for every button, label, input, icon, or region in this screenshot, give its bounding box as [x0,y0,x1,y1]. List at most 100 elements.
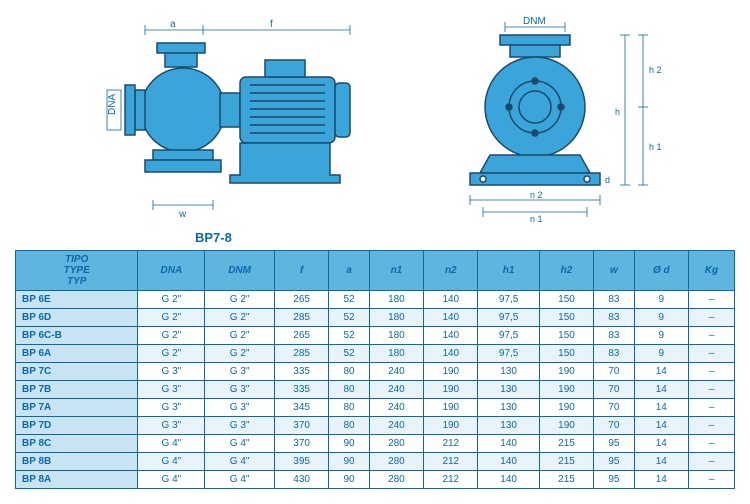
value-cell: 80 [329,381,369,399]
value-cell: G 4" [205,435,275,453]
table-row: BP 7AG 3"G 3"345802401901301907014– [16,399,735,417]
model-label: BP7-8 [195,230,735,245]
model-cell: BP 7D [16,417,138,435]
column-header: w [594,251,634,291]
value-cell: 180 [369,309,423,327]
model-cell: BP 7A [16,399,138,417]
value-cell: 190 [539,399,593,417]
value-cell: 80 [329,399,369,417]
value-cell: 130 [478,381,539,399]
value-cell: 150 [539,327,593,345]
value-cell: 190 [424,363,478,381]
value-cell: 97,5 [478,345,539,363]
value-cell: 130 [478,399,539,417]
value-cell: G 4" [138,453,205,471]
value-cell: 14 [634,399,688,417]
side-view-diagram: a f [75,15,375,225]
value-cell: – [688,345,734,363]
dimensions-table: TIPOTYPETYPDNADNMfan1n2h1h2wØ dKg BP 6EG… [15,250,735,489]
column-header: Ø d [634,251,688,291]
value-cell: 240 [369,399,423,417]
value-cell: 130 [478,363,539,381]
value-cell: G 2" [205,327,275,345]
model-cell: BP 7C [16,363,138,381]
value-cell: 190 [539,417,593,435]
value-cell: 97,5 [478,327,539,345]
model-cell: BP 6E [16,291,138,309]
value-cell: – [688,363,734,381]
value-cell: G 4" [138,435,205,453]
value-cell: 370 [274,417,328,435]
value-cell: G 3" [205,417,275,435]
value-cell: 280 [369,435,423,453]
value-cell: G 3" [138,381,205,399]
value-cell: 52 [329,309,369,327]
dim-h: h [615,107,620,117]
column-header: DNM [205,251,275,291]
value-cell: – [688,417,734,435]
table-row: BP 6AG 2"G 2"2855218014097,5150839– [16,345,735,363]
value-cell: 190 [539,381,593,399]
value-cell: 140 [478,435,539,453]
column-header: DNA [138,251,205,291]
value-cell: G 4" [205,453,275,471]
value-cell: 90 [329,453,369,471]
value-cell: G 4" [205,471,275,489]
value-cell: 335 [274,381,328,399]
value-cell: 215 [539,435,593,453]
value-cell: G 3" [205,381,275,399]
table-row: BP 6EG 2"G 2"2655218014097,5150839– [16,291,735,309]
value-cell: 150 [539,291,593,309]
value-cell: 285 [274,309,328,327]
value-cell: 97,5 [478,291,539,309]
value-cell: 83 [594,327,634,345]
value-cell: 14 [634,381,688,399]
value-cell: 14 [634,471,688,489]
front-view-diagram: DNM [415,15,675,225]
dim-a: a [170,19,176,30]
value-cell: 370 [274,435,328,453]
value-cell: G 2" [205,345,275,363]
value-cell: 240 [369,381,423,399]
value-cell: G 4" [138,471,205,489]
value-cell: 140 [478,453,539,471]
dim-d: d [605,175,610,185]
value-cell: G 3" [205,399,275,417]
value-cell: 150 [539,309,593,327]
value-cell: 265 [274,291,328,309]
value-cell: G 3" [138,399,205,417]
model-cell: BP 8B [16,453,138,471]
value-cell: 80 [329,417,369,435]
value-cell: 14 [634,435,688,453]
value-cell: G 2" [205,309,275,327]
value-cell: 14 [634,453,688,471]
value-cell: 95 [594,435,634,453]
value-cell: 83 [594,345,634,363]
value-cell: G 2" [138,309,205,327]
column-header: f [274,251,328,291]
value-cell: – [688,471,734,489]
value-cell: 130 [478,417,539,435]
column-header: h2 [539,251,593,291]
value-cell: 9 [634,345,688,363]
value-cell: 9 [634,327,688,345]
value-cell: 90 [329,435,369,453]
value-cell: 345 [274,399,328,417]
value-cell: 430 [274,471,328,489]
value-cell: 95 [594,471,634,489]
dim-w: w [178,209,187,220]
value-cell: 14 [634,417,688,435]
value-cell: G 3" [138,363,205,381]
value-cell: 140 [424,309,478,327]
value-cell: 70 [594,399,634,417]
value-cell: 180 [369,327,423,345]
value-cell: 70 [594,363,634,381]
value-cell: 95 [594,453,634,471]
value-cell: – [688,327,734,345]
value-cell: 140 [424,327,478,345]
value-cell: 212 [424,453,478,471]
model-cell: BP 8A [16,471,138,489]
value-cell: 190 [539,363,593,381]
value-cell: 52 [329,345,369,363]
value-cell: 180 [369,291,423,309]
